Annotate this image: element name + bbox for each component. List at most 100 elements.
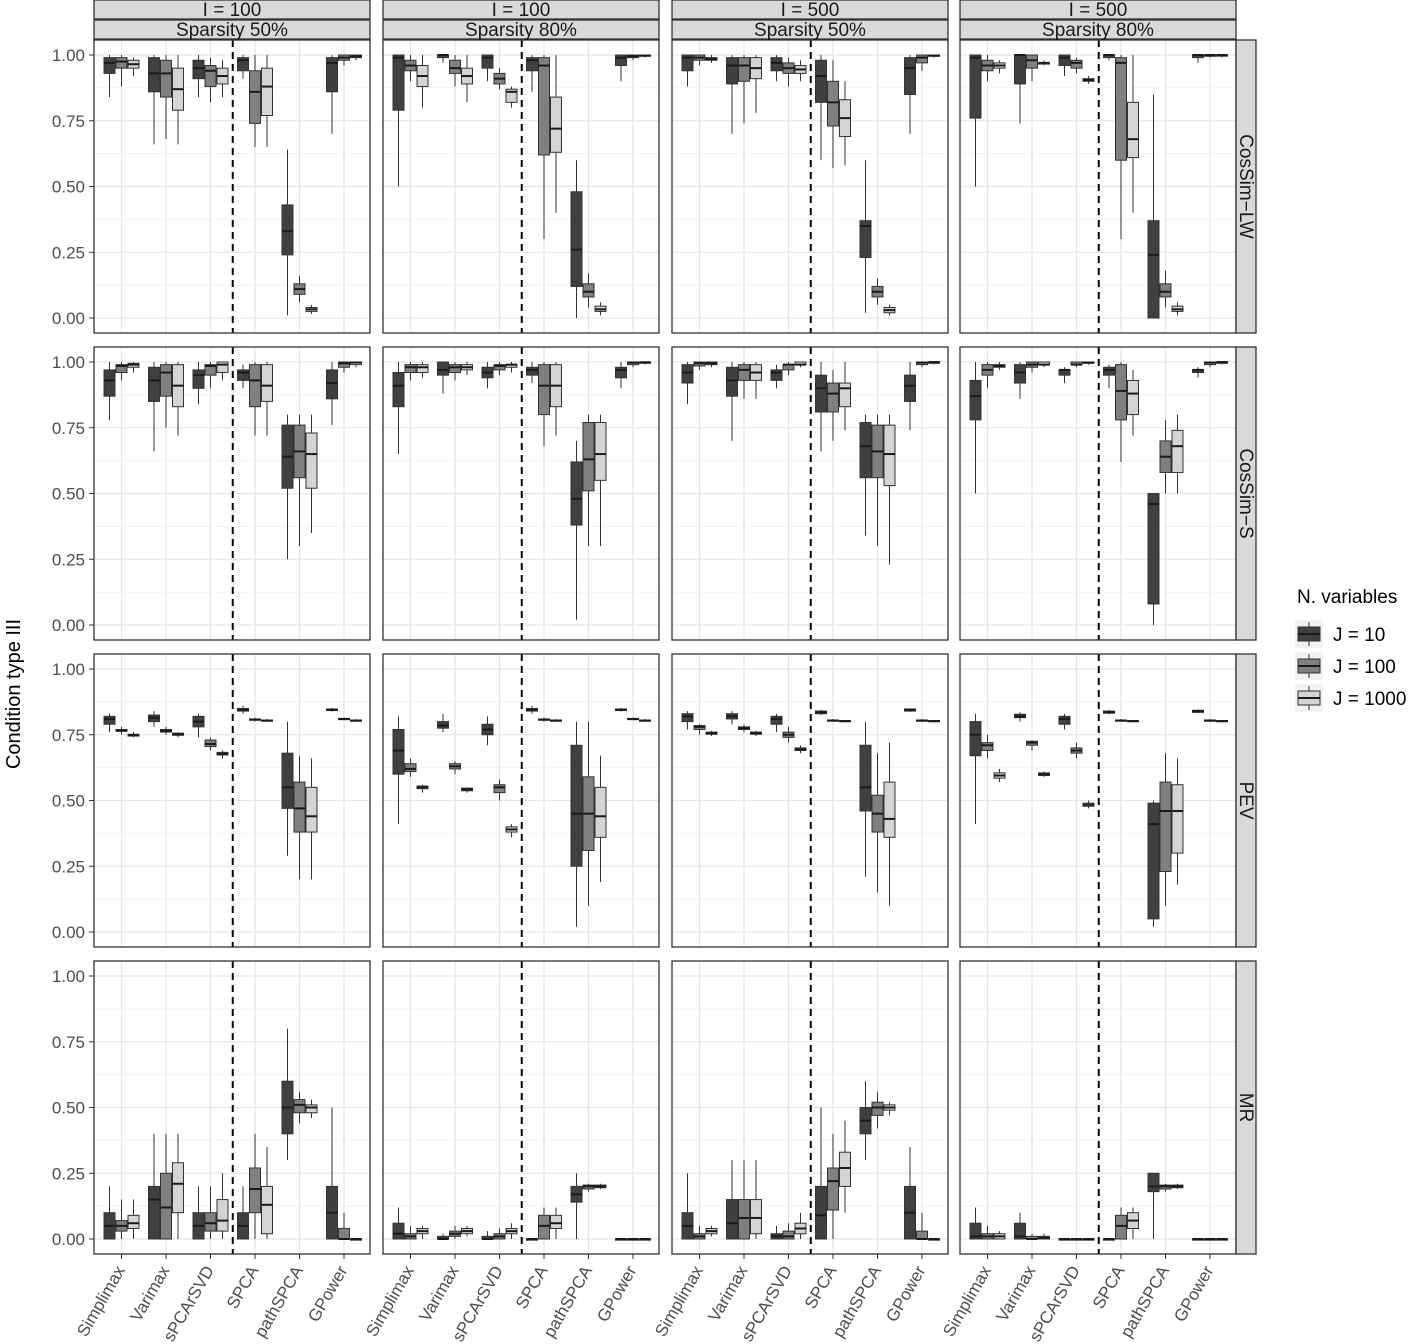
box-iqr: [148, 366, 160, 402]
box-gpower-j2: [916, 54, 928, 71]
box-pathspca-j3: [1171, 302, 1184, 316]
box-varimax-j1: [437, 1233, 449, 1240]
box-pathspca-j2: [1159, 1183, 1172, 1192]
strip-box: [1235, 960, 1257, 1255]
row-strips: CosSim−LW CosSim−S PEV MR: [1235, 39, 1257, 1255]
box-iqr: [859, 421, 872, 479]
box-iqr: [827, 80, 839, 127]
box-pathspca-j1: [859, 160, 872, 313]
panel-r3-c3: [671, 653, 949, 948]
box-gpower-j1: [904, 55, 916, 134]
box-iqr: [526, 57, 538, 72]
box-iqr: [815, 374, 827, 413]
panel-r3-c4: [959, 653, 1237, 948]
box-iqr: [416, 364, 429, 374]
box-gpower-j3: [1216, 54, 1228, 58]
box-iqr: [204, 364, 217, 376]
box-spca-j2: [538, 1207, 550, 1240]
box-spcarsvd-j1: [192, 1186, 205, 1240]
box-pathspca-j2: [582, 721, 595, 906]
strip-box: [93, 0, 371, 20]
box-spca-j2: [827, 1133, 839, 1239]
box-simplimax-j2: [404, 1225, 417, 1240]
box-pathspca-j2: [582, 273, 595, 308]
panel-border: [671, 346, 949, 641]
box-spca-j3: [261, 1146, 273, 1239]
box-iqr: [570, 191, 583, 287]
box-spcarsvd-j3: [1082, 76, 1095, 84]
panel-border: [671, 39, 949, 334]
box-iqr: [261, 364, 273, 402]
box-varimax-j2: [449, 55, 461, 87]
x-tick-label: SPCA: [801, 1262, 841, 1312]
box-spcarsvd-j1: [1058, 713, 1071, 730]
box-spca-j2: [538, 717, 550, 722]
box-iqr: [493, 784, 506, 794]
box-spcarsvd-j2: [204, 362, 217, 389]
y-tick-label: 0.00: [52, 923, 85, 942]
box-spca-j3: [550, 55, 562, 213]
box-iqr: [904, 57, 916, 95]
strip-box: [1235, 39, 1257, 334]
strip-bottom-label: Sparsity 50%: [754, 20, 866, 41]
box-spcarsvd-j2: [782, 362, 795, 376]
box-varimax-j1: [726, 55, 738, 134]
strip-row-1: CosSim−LW: [1235, 39, 1257, 334]
box-gpower-j2: [1204, 361, 1216, 368]
box-spca-j2: [249, 362, 261, 436]
box-pathspca-j2: [1159, 753, 1172, 906]
box-spca-j2: [249, 717, 261, 722]
box-simplimax-j2: [115, 55, 128, 87]
box-spca-j1: [237, 364, 249, 389]
box-iqr: [883, 424, 896, 487]
box-pathspca-j1: [570, 721, 583, 927]
box-simplimax-j1: [103, 1186, 116, 1240]
box-varimax-j2: [160, 726, 172, 735]
box-simplimax-j1: [392, 362, 405, 455]
box-varimax-j3: [750, 730, 762, 737]
y-tick-label: 1.00: [52, 353, 85, 372]
box-gpower-j1: [1192, 367, 1204, 378]
y-axis-ticks: 0.00 0.25 0.50 0.75 1.00 0.00 0.25 0.50 0.75 1.00…: [52, 46, 94, 1249]
box-spca-j2: [827, 718, 839, 722]
box-simplimax-j2: [693, 361, 706, 370]
box-spca-j2: [1115, 718, 1127, 722]
box-iqr: [839, 382, 851, 408]
legend-label: J = 1000: [1333, 689, 1406, 710]
box-simplimax-j2: [981, 55, 994, 82]
strip-box: [671, 0, 949, 20]
box-gpower-j2: [627, 1238, 639, 1241]
box-spcarsvd-j3: [216, 750, 229, 759]
box-iqr: [1127, 101, 1139, 159]
box-gpower-j2: [916, 718, 928, 722]
box-iqr: [216, 1199, 229, 1232]
box-pathspca-j1: [1147, 94, 1160, 319]
legend: N. variables J = 10 J = 100 J = 1000: [1295, 587, 1406, 712]
panel-r2-c4: [959, 346, 1237, 641]
box-varimax-j3: [1038, 361, 1050, 368]
box-iqr: [815, 1185, 827, 1240]
box-pathspca-j3: [1171, 1183, 1184, 1190]
box-iqr: [1103, 366, 1115, 376]
box-simplimax-j1: [969, 54, 982, 187]
box-spcarsvd-j1: [192, 713, 205, 738]
y-tick-label: 0.75: [52, 726, 85, 745]
box-simplimax-j2: [404, 55, 417, 82]
strip-row-4: MR: [1235, 960, 1257, 1255]
box-pathspca-j1: [859, 414, 872, 536]
y-tick-label: 0.75: [52, 112, 85, 131]
box-iqr: [594, 786, 607, 838]
box-pathspca-j1: [1147, 800, 1160, 927]
box-simplimax-j1: [969, 713, 982, 825]
box-iqr: [1014, 364, 1026, 384]
box-pathspca-j3: [883, 414, 896, 565]
box-spcarsvd-j2: [782, 57, 795, 87]
box-iqr: [782, 1230, 795, 1240]
box-iqr: [969, 1222, 982, 1240]
box-gpower-j2: [916, 1212, 928, 1240]
box-spcarsvd-j2: [204, 1186, 217, 1239]
box-gpower-j3: [350, 1238, 362, 1241]
